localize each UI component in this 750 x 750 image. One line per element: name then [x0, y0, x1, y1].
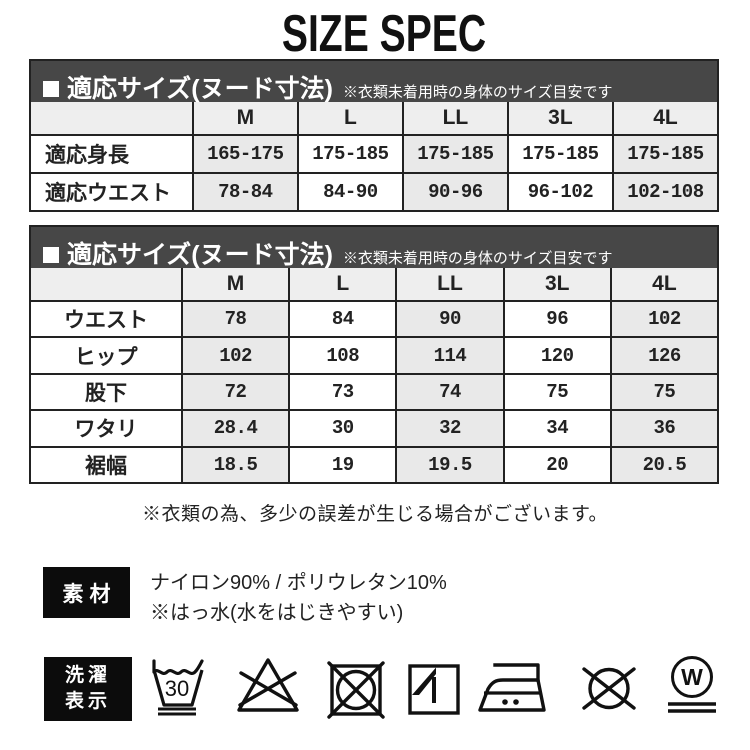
svg-text:W: W — [681, 664, 703, 690]
svg-text:30: 30 — [165, 676, 189, 701]
